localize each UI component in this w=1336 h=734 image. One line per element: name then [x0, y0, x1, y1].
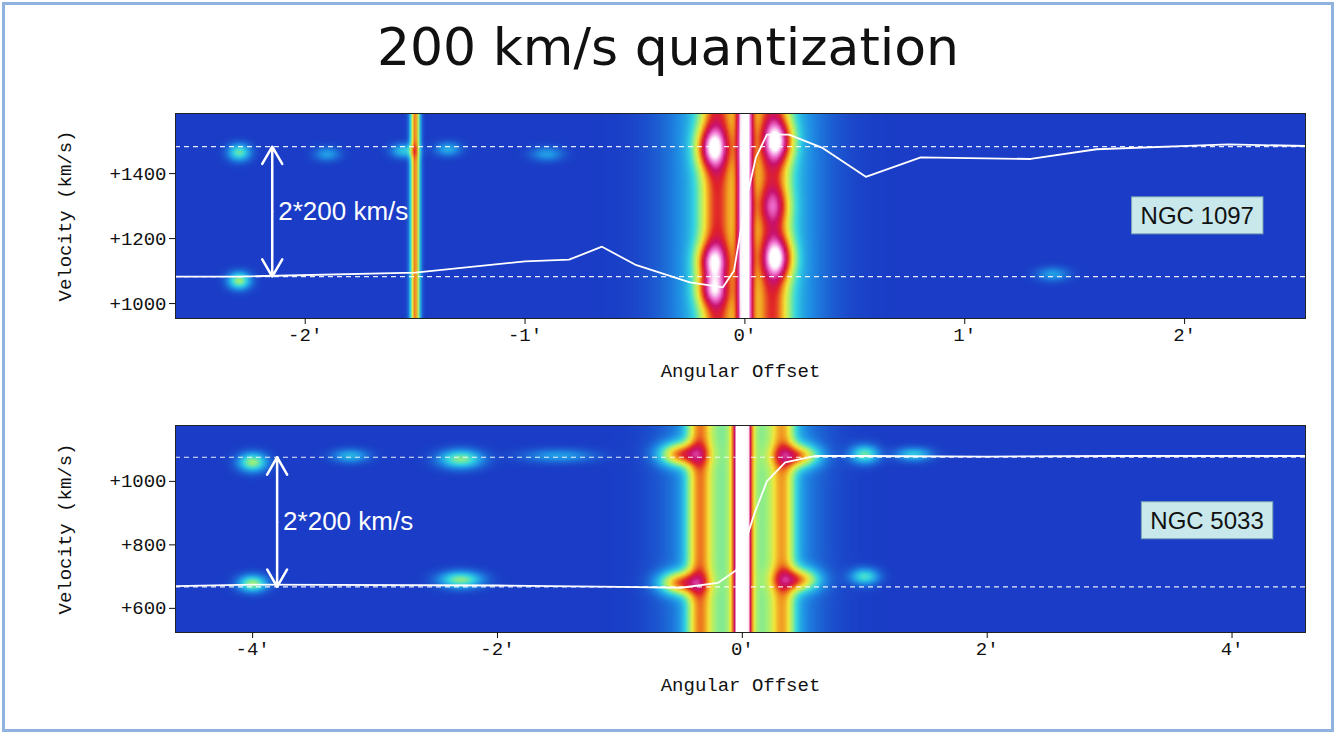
svg-text:2′: 2′ [1173, 325, 1196, 347]
svg-text:+1400: +1400 [109, 164, 166, 186]
svg-text:2*200 km/s: 2*200 km/s [278, 196, 408, 226]
svg-text:NGC 5033: NGC 5033 [1150, 507, 1263, 534]
svg-text:0′: 0′ [733, 325, 756, 347]
svg-text:-1′: -1′ [508, 325, 542, 347]
svg-text:2′: 2′ [976, 639, 999, 661]
svg-text:Angular Offset: Angular Offset [661, 675, 821, 697]
svg-text:Velocity (km/s): Velocity (km/s) [55, 130, 77, 301]
svg-text:+1200: +1200 [109, 229, 166, 251]
svg-text:-2′: -2′ [288, 325, 322, 347]
svg-text:1′: 1′ [953, 325, 976, 347]
svg-text:0′: 0′ [731, 639, 754, 661]
svg-text:Velocity (km/s): Velocity (km/s) [55, 443, 77, 614]
svg-text:+800: +800 [121, 535, 167, 557]
svg-text:+600: +600 [121, 598, 167, 620]
html-text:200 km/s quantization: 200 km/s quantization [377, 17, 959, 77]
svg-text:-2′: -2′ [480, 639, 514, 661]
svg-text:+1000: +1000 [109, 471, 166, 493]
svg-text:Angular Offset: Angular Offset [661, 361, 821, 383]
svg-text:2*200 km/s: 2*200 km/s [283, 506, 413, 536]
svg-text:NGC 1097: NGC 1097 [1141, 202, 1254, 229]
svg-text:+1000: +1000 [109, 294, 166, 316]
svg-text:-4′: -4′ [236, 639, 270, 661]
svg-text:4′: 4′ [1221, 639, 1244, 661]
